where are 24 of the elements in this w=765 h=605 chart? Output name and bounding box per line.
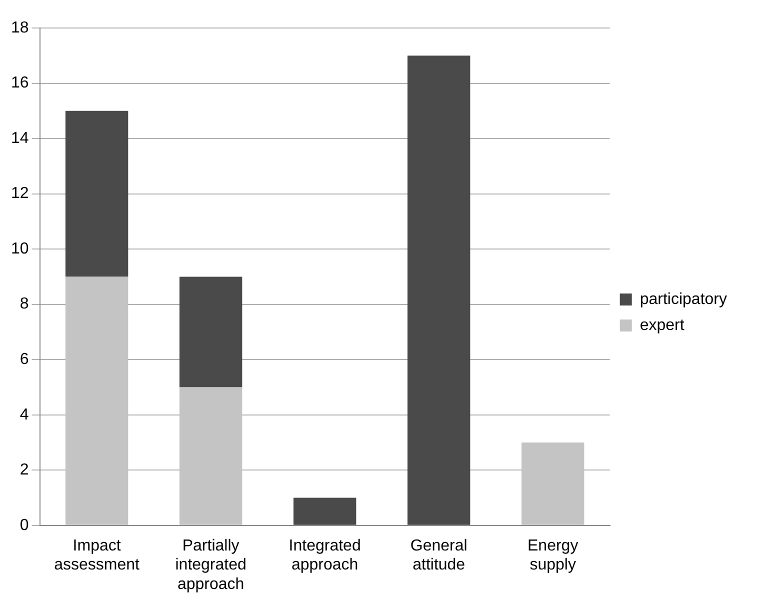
bar xyxy=(293,498,356,525)
y-tick-label: 4 xyxy=(20,406,29,424)
y-tick-label: 10 xyxy=(11,240,29,258)
y-tick-label: 6 xyxy=(20,351,29,368)
x-tick-label: Impact assessment xyxy=(54,537,140,574)
bar xyxy=(65,110,128,277)
y-tick-label: 12 xyxy=(11,185,29,202)
y-tick-label: 14 xyxy=(11,130,29,147)
x-tick-label: Partially integrated approach xyxy=(175,537,246,593)
x-tick-label: General attitude xyxy=(410,537,468,574)
bar xyxy=(521,442,584,525)
y-tick-label: 2 xyxy=(20,462,29,479)
bar xyxy=(65,276,128,525)
legend-label: expert xyxy=(640,316,685,334)
x-tick-label: Integrated approach xyxy=(288,537,361,574)
y-tick-label: 18 xyxy=(11,19,29,36)
x-tick-label: Energy supply xyxy=(527,537,578,574)
bar xyxy=(179,387,242,525)
y-tick-label: 0 xyxy=(20,516,29,534)
y-tick-label: 16 xyxy=(11,74,29,92)
bar xyxy=(179,276,242,388)
legend-label: participatory xyxy=(640,290,728,308)
bar xyxy=(407,56,470,525)
y-tick-label: 8 xyxy=(20,296,29,313)
